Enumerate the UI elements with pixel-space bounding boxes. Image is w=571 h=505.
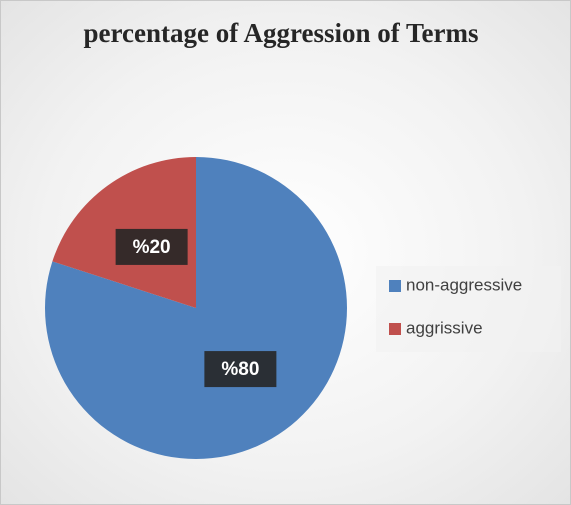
legend-box xyxy=(376,266,561,352)
value-label: %80 xyxy=(221,359,259,380)
legend-label: aggrissive xyxy=(406,318,483,337)
legend-swatch xyxy=(389,323,401,335)
value-label-box xyxy=(115,228,188,265)
legend-label: non-aggressive xyxy=(406,275,522,294)
value-label-box xyxy=(204,351,277,388)
value-label: %20 xyxy=(133,237,171,258)
legend-swatch xyxy=(389,280,401,292)
chart-title: percentage of Aggression of Terms xyxy=(83,18,479,48)
